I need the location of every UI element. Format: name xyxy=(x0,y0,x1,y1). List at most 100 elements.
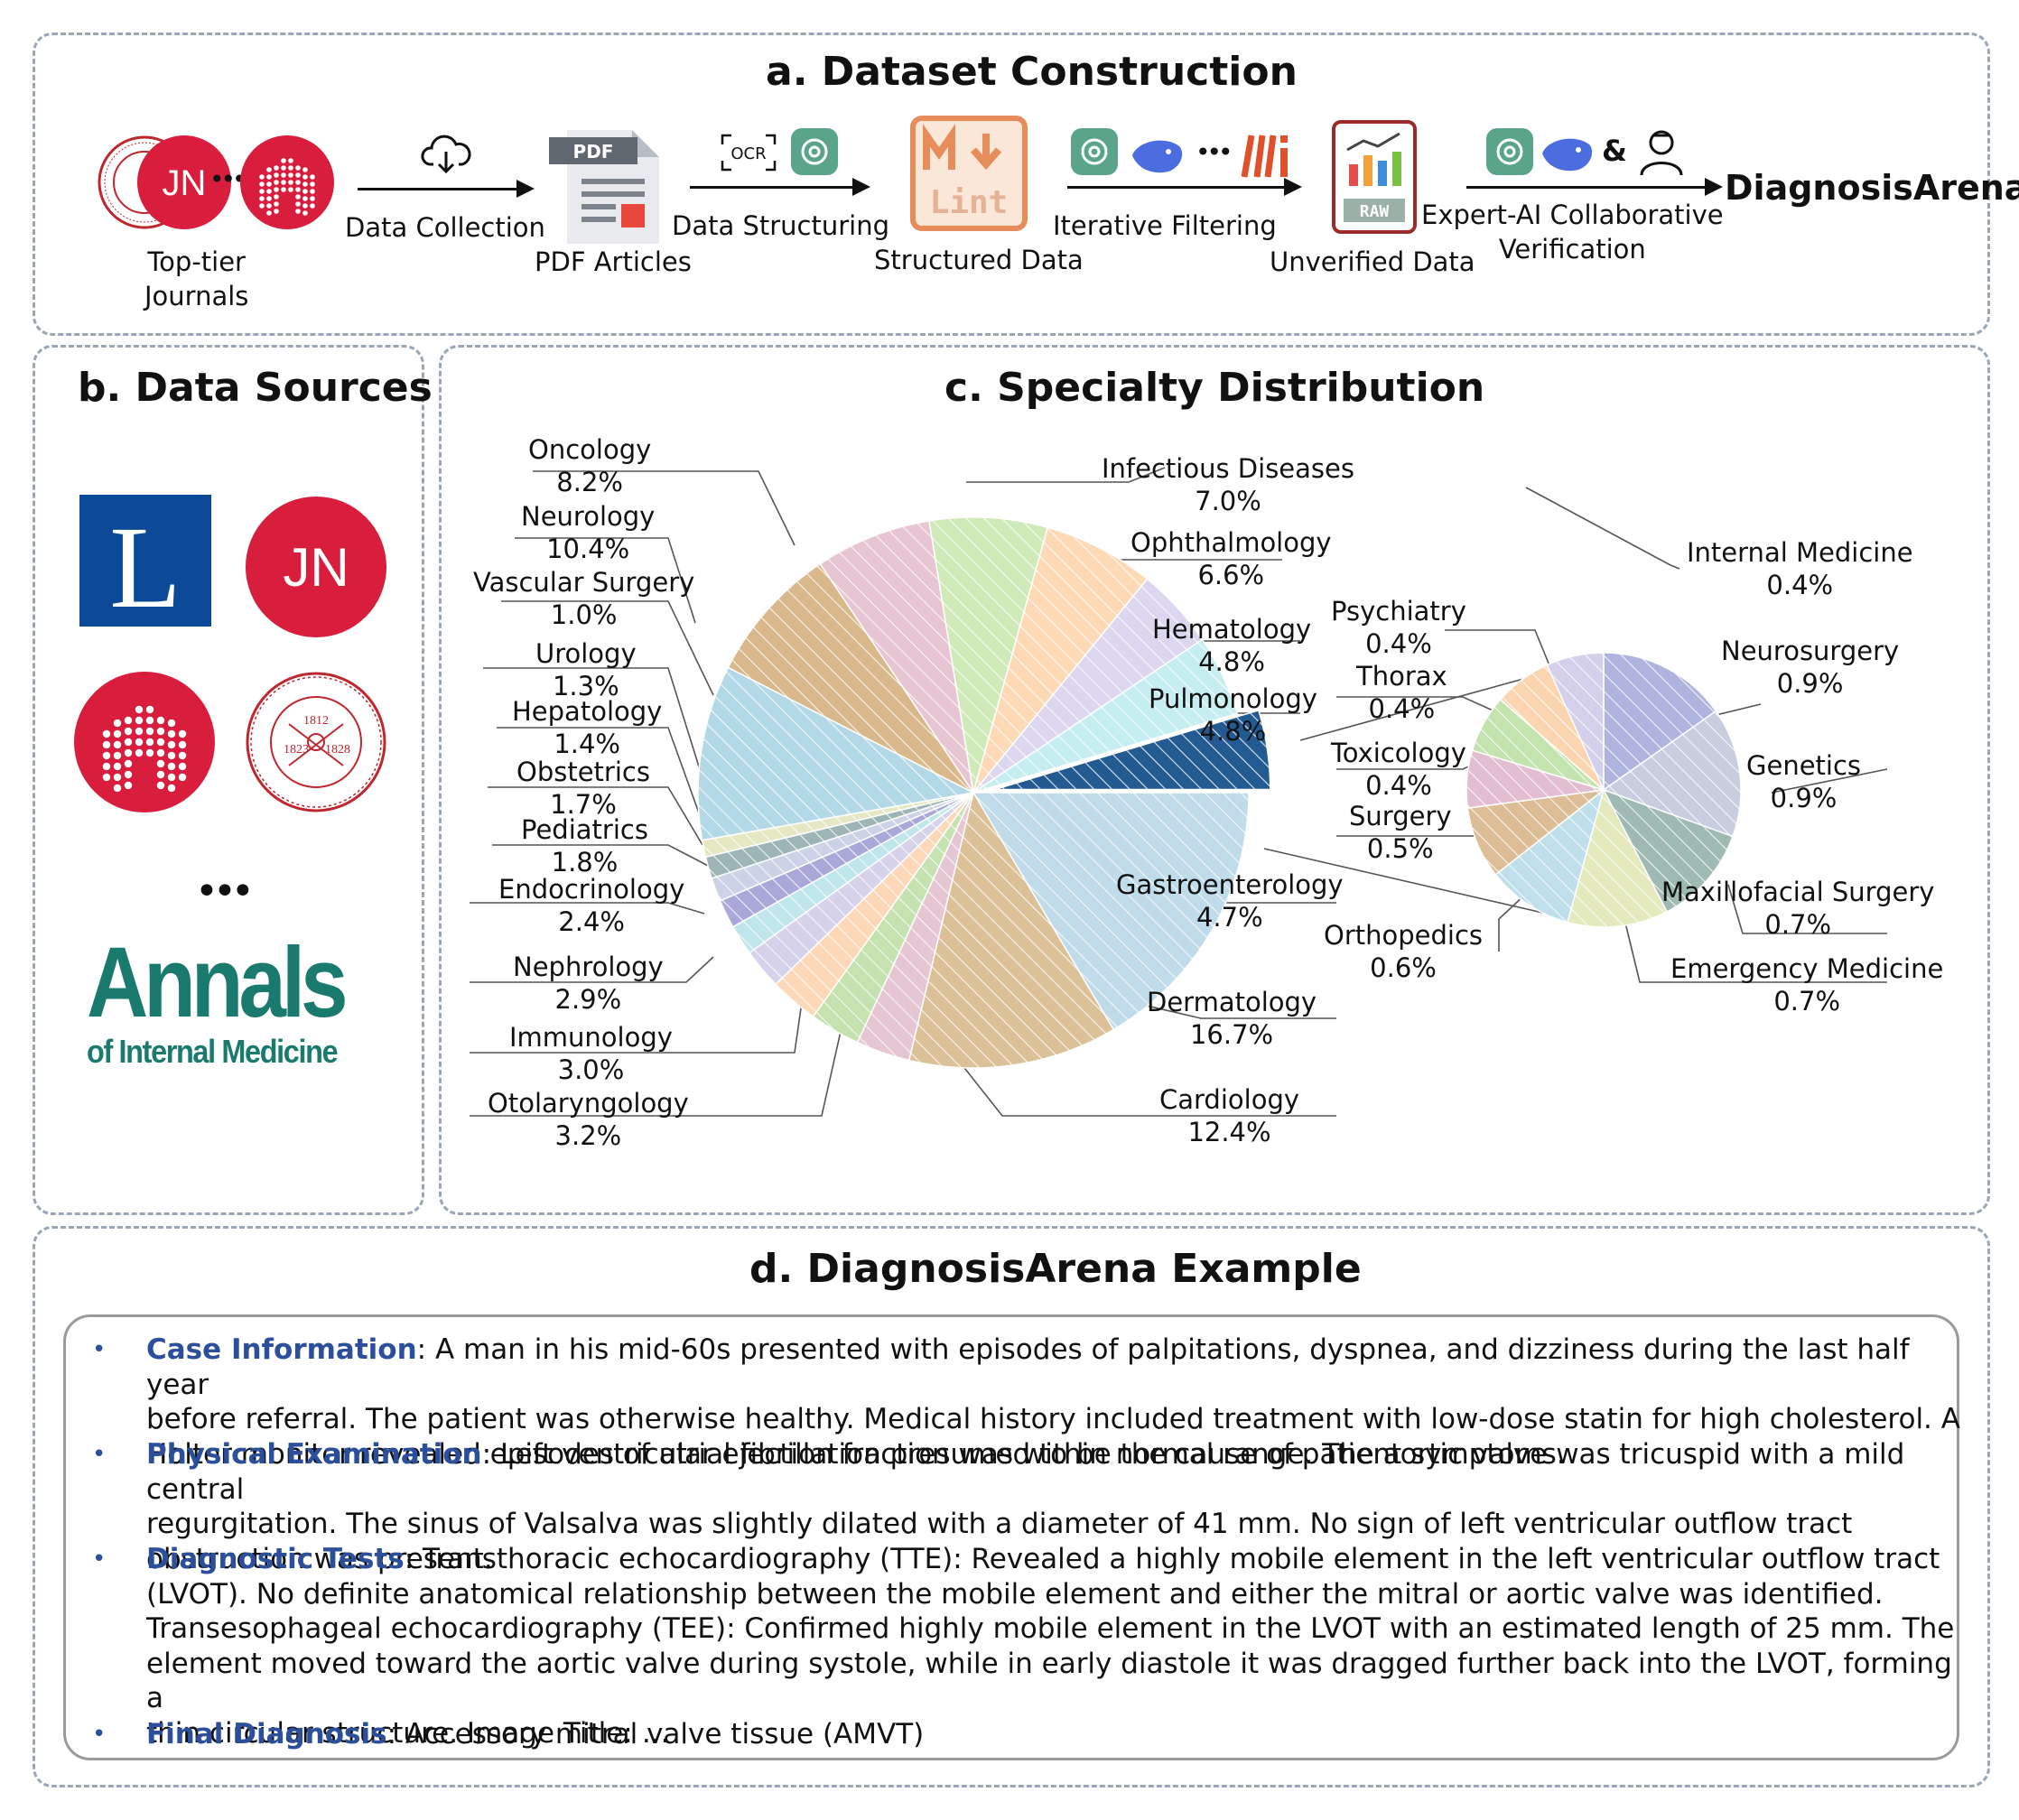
lung-dot xyxy=(302,167,308,172)
svg-text:1812: 1812 xyxy=(303,714,329,728)
pie-label-genetics: Genetics 0.9% xyxy=(1746,750,1862,814)
pie-slice-hatch-obstetrics xyxy=(720,793,973,927)
lung-dot xyxy=(295,172,301,178)
pie-leader-line xyxy=(1336,696,1500,714)
lung-dot xyxy=(288,180,293,185)
lung-dot xyxy=(113,719,122,728)
bullet-icon: • xyxy=(92,1441,107,1468)
pie-leader-line xyxy=(470,1001,803,1054)
pie-label-gastroenterology: Gastroenterology 4.7% xyxy=(1116,869,1344,933)
deepseek-whale-icon xyxy=(1129,135,1186,175)
lungs-logo-icon xyxy=(74,672,215,812)
annals-logo: Annals of Internal Medicine xyxy=(87,933,394,1078)
annals-subtitle: of Internal Medicine xyxy=(87,1033,339,1070)
pie-leader-line xyxy=(492,844,714,869)
raw-data-document-icon: RAW xyxy=(1331,119,1418,235)
lung-dot xyxy=(302,210,308,216)
lung-dot xyxy=(124,781,133,790)
pie-label-pulmonology: Pulmonology 4.8% xyxy=(1149,683,1317,748)
pie-label-urology: Urology 1.3% xyxy=(535,638,637,702)
lung-dot xyxy=(167,751,176,760)
lung-dot xyxy=(167,740,176,749)
lung-dot xyxy=(135,748,144,757)
jn-logo-icon: JN xyxy=(137,135,231,229)
lung-dot xyxy=(167,762,176,771)
lung-dot xyxy=(167,784,176,793)
pie-leader-line xyxy=(1445,629,1552,671)
pie-label-endocrinology: Endocrinology 2.4% xyxy=(498,874,685,938)
pie-label-immunology: Immunology 3.0% xyxy=(509,1022,673,1086)
lung-dot xyxy=(167,773,176,782)
ellipsis-icon: ••• xyxy=(195,868,255,915)
pie-slice-hatch-neurology xyxy=(698,667,973,840)
pie-label-neurology: Neurology 10.4% xyxy=(521,501,656,565)
panel-d-title: d. DiagnosisArena Example xyxy=(749,1246,1362,1292)
pie-slice-hatch-internal-medicine xyxy=(1547,653,1604,790)
lung-dot xyxy=(113,740,122,749)
lung-dot xyxy=(156,759,165,768)
pie-label-hepatology: Hepatology 1.4% xyxy=(512,696,663,760)
lung-dot xyxy=(310,203,315,209)
lung-dot xyxy=(167,729,176,738)
lung-dot xyxy=(302,203,308,209)
lung-dot xyxy=(259,181,265,187)
example-item-final-diagnosis: • Final Diagnosis: Accessory mitral valve… xyxy=(92,1717,1961,1752)
example-line: (LVOT). No definite anatomical relations… xyxy=(146,1577,1884,1611)
pie-slice-hatch-nephrology xyxy=(776,793,973,1017)
lung-dot xyxy=(266,167,272,172)
lung-dot xyxy=(102,751,111,760)
panel-c-title: c. Specialty Distribution xyxy=(944,365,1485,411)
example-line: Transesophageal echocardiography (TEE): … xyxy=(146,1612,1955,1645)
lung-dot xyxy=(266,189,272,194)
pie-slice-hatch-vascular-surgery xyxy=(702,793,973,858)
pie-slice-hatch-hematology xyxy=(973,579,1203,793)
lung-dot xyxy=(302,174,308,180)
lung-dot xyxy=(178,762,187,771)
lung-dot xyxy=(274,172,279,178)
step-expert-ai-verification: Expert-AI Collaborative Verification xyxy=(1421,200,1724,265)
example-line: element moved toward the aortic valve du… xyxy=(146,1647,1952,1715)
annals-title: Annals xyxy=(87,927,349,1038)
panel-specialty-distribution xyxy=(439,345,1990,1215)
lung-dot xyxy=(288,187,293,192)
step-data-collection: Data Collection xyxy=(345,212,545,243)
svg-text:L: L xyxy=(109,503,181,627)
lung-dot xyxy=(259,174,265,180)
lung-dot xyxy=(310,174,315,180)
lung-dot xyxy=(178,751,187,760)
panel-a-title: a. Dataset Construction xyxy=(766,49,1298,95)
lung-dot xyxy=(295,187,301,192)
pie-label-infectious-diseases: Infectious Diseases 7.0% xyxy=(1102,453,1354,517)
svg-text:1823: 1823 xyxy=(284,743,309,757)
step-data-structuring: Data Structuring xyxy=(672,210,890,241)
pie-slice-hatch-thorax xyxy=(1472,699,1604,790)
pie-slice-hatch-emergency-medicine xyxy=(1568,790,1668,927)
doctor-expert-icon xyxy=(1638,126,1685,177)
lung-dot xyxy=(295,165,301,171)
pie-label-emergency-medicine: Emergency Medicine 0.7% xyxy=(1670,953,1944,1017)
lung-dot xyxy=(178,729,187,738)
lung-dot xyxy=(310,189,315,194)
pie-slice-hatch-toxicology xyxy=(1466,750,1604,809)
lung-dot xyxy=(145,705,154,714)
pie-slice-hatch-maxillofacial-surgery xyxy=(1604,790,1733,912)
lung-dot xyxy=(281,187,286,192)
panel-data-sources xyxy=(33,345,424,1215)
pie-slice-hatch-pulmonology xyxy=(973,639,1238,793)
pie-leader-line xyxy=(497,727,702,819)
lung-dot xyxy=(113,784,122,793)
lung-dot xyxy=(295,180,301,185)
deepseek-whale-icon xyxy=(1539,134,1596,173)
pdf-document-icon: PDF xyxy=(549,128,661,246)
example-line: Holter monitor revealed episodes of atri… xyxy=(146,1437,1566,1471)
lung-dot xyxy=(295,194,301,200)
pie-slice-hatch-genetics xyxy=(1604,710,1742,837)
pie-slice-hatch-pediatrics xyxy=(732,793,973,953)
example-line: Final Diagnosis: Accessory mitral valve … xyxy=(146,1718,925,1750)
lung-dot xyxy=(302,181,308,187)
lung-dot xyxy=(145,748,154,757)
lung-dot xyxy=(281,172,286,178)
pie-slice-hatch-urology xyxy=(705,793,973,878)
journals-label: Top-tier Journals xyxy=(144,246,249,311)
pie-label-orthopedics: Orthopedics 0.6% xyxy=(1324,920,1484,984)
